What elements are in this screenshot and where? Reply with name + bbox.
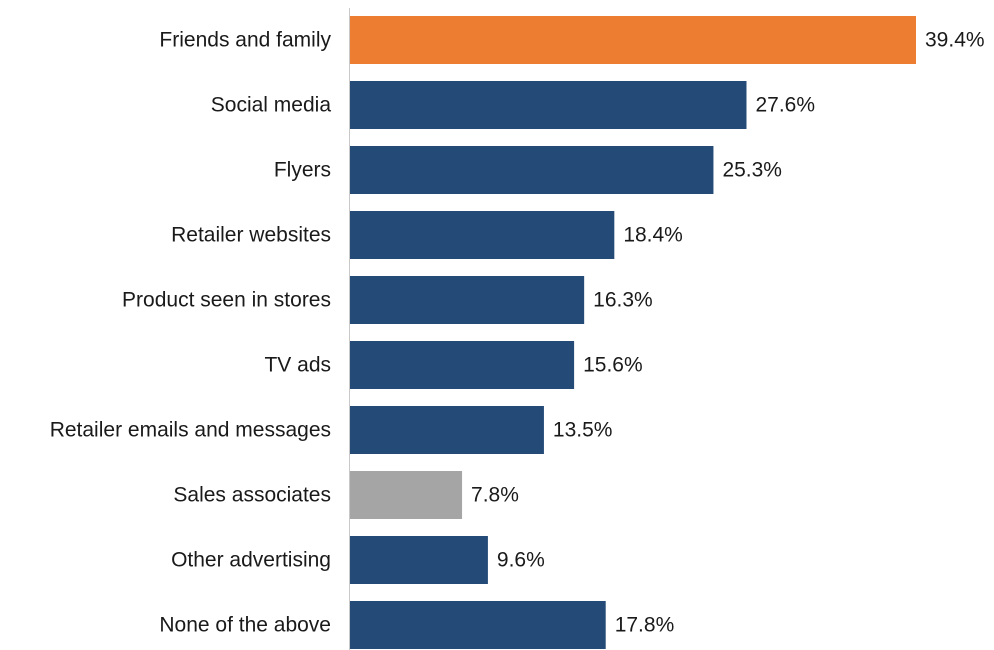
category-label: Friends and family bbox=[159, 29, 331, 52]
bar bbox=[350, 146, 714, 194]
value-label: 13.5% bbox=[553, 419, 613, 442]
category-label: None of the above bbox=[159, 614, 331, 637]
category-label: Product seen in stores bbox=[122, 289, 331, 312]
value-labels-group: 39.4% 27.6% 25.3% 18.4% 16.3% 15.6% 13.5% 7.8% 9… bbox=[471, 29, 984, 637]
bars-group bbox=[350, 16, 916, 649]
value-label: 16.3% bbox=[593, 289, 653, 312]
bar bbox=[350, 211, 615, 259]
bar bbox=[350, 276, 585, 324]
value-label: 7.8% bbox=[471, 484, 519, 507]
category-label: Sales associates bbox=[173, 484, 331, 507]
bar bbox=[350, 601, 606, 649]
bar bbox=[350, 536, 488, 584]
bar bbox=[350, 471, 463, 519]
value-label: 39.4% bbox=[925, 29, 985, 52]
bar bbox=[350, 341, 575, 389]
value-label: 18.4% bbox=[623, 224, 683, 247]
category-label: Social media bbox=[211, 94, 332, 117]
category-label: Other advertising bbox=[171, 549, 331, 572]
category-label: TV ads bbox=[264, 354, 331, 377]
value-label: 15.6% bbox=[583, 354, 643, 377]
category-label: Retailer emails and messages bbox=[50, 419, 331, 442]
category-labels-group: Friends and family Social media Flyers Reta… bbox=[50, 29, 332, 637]
category-label: Retailer websites bbox=[171, 224, 331, 247]
value-label: 17.8% bbox=[615, 614, 675, 637]
bar bbox=[350, 406, 544, 454]
value-label: 9.6% bbox=[497, 549, 545, 572]
value-label: 27.6% bbox=[755, 94, 815, 117]
category-label: Flyers bbox=[274, 159, 331, 182]
value-label: 25.3% bbox=[722, 159, 782, 182]
bar bbox=[350, 16, 916, 64]
bar bbox=[350, 81, 747, 129]
